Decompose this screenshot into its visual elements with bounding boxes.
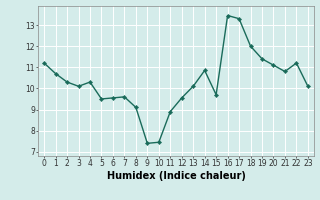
X-axis label: Humidex (Indice chaleur): Humidex (Indice chaleur) [107,171,245,181]
